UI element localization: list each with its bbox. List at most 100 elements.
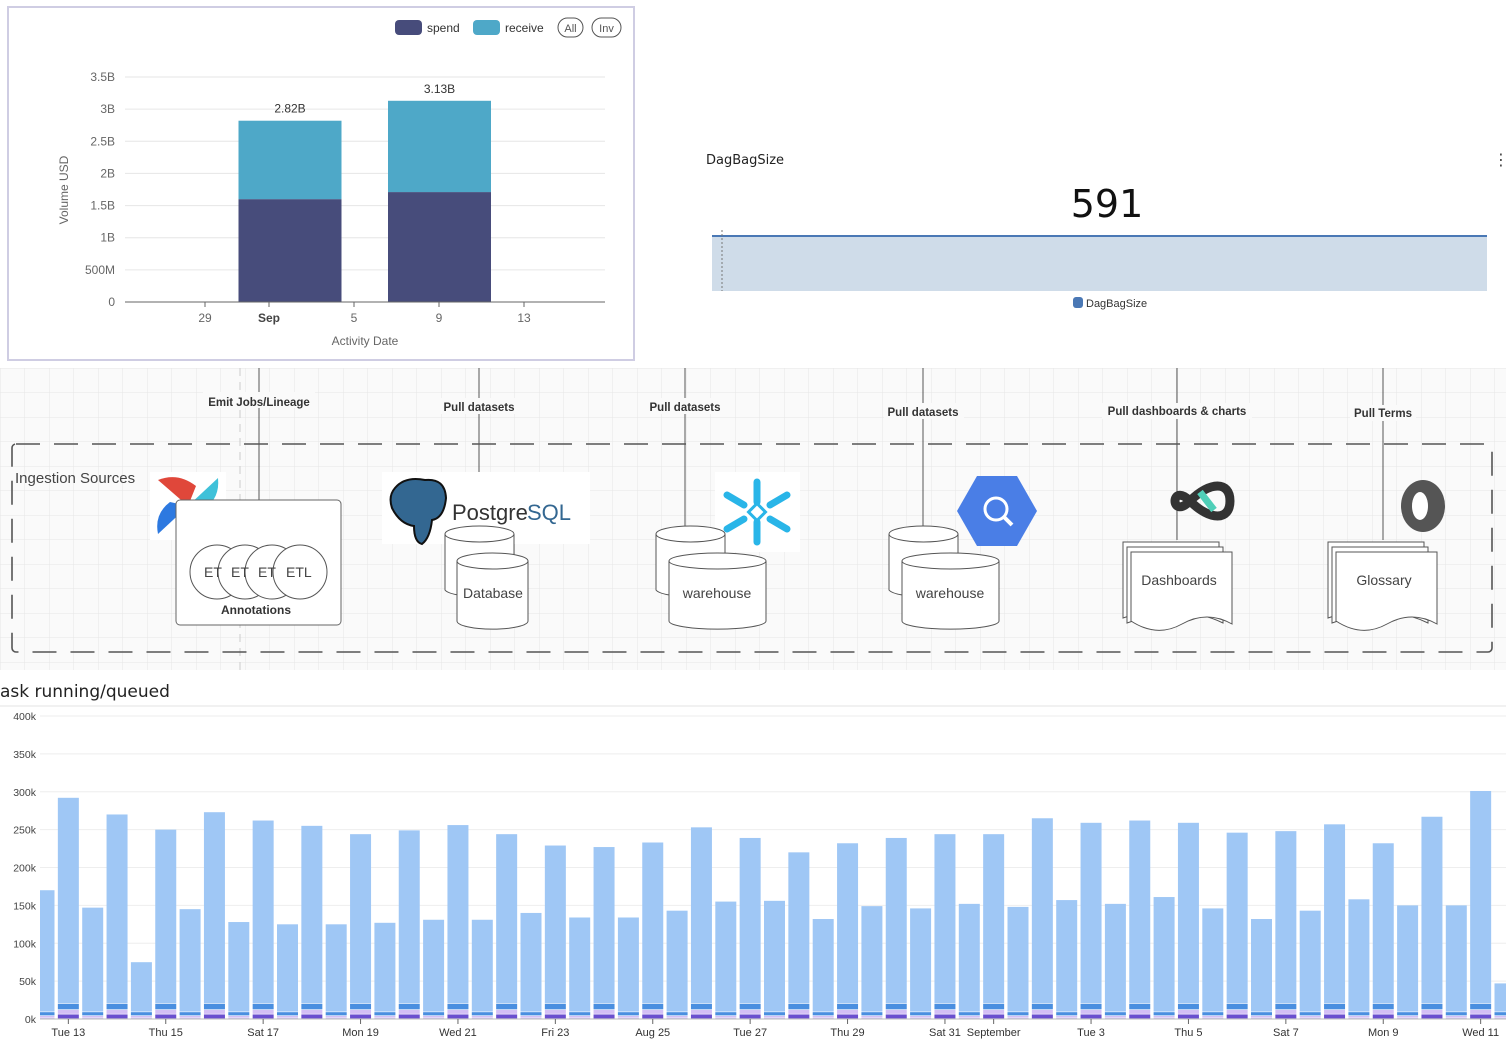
warehouse-node[interactable]: warehouse — [655, 525, 767, 630]
task-bar-segment — [301, 1014, 323, 1019]
task-bar-segment — [40, 890, 55, 1012]
task-bar-segment — [1348, 1012, 1370, 1016]
task-bar-segment — [1202, 908, 1224, 1012]
task-bar-segment — [885, 1009, 907, 1014]
task-bar-segment — [837, 1003, 859, 1010]
task-bar-segment — [1129, 820, 1151, 1004]
x-tick-label: Sat 7 — [1273, 1027, 1299, 1039]
task-bar-segment — [1445, 905, 1467, 1012]
more-vertical-icon[interactable]: ⋮ — [1493, 150, 1506, 169]
task-bar-segment — [1056, 1015, 1078, 1018]
all-button[interactable]: All — [557, 17, 584, 38]
task-bar-segment — [837, 1009, 859, 1014]
all-button-label: All — [564, 23, 576, 35]
inv-button[interactable]: Inv — [591, 17, 622, 38]
task-bar-segment — [1080, 1009, 1102, 1014]
task-bar-segment — [203, 1003, 225, 1010]
task-bar-segment — [350, 1014, 372, 1019]
task-bar-segment — [690, 1009, 712, 1014]
glossary-ring-icon — [1401, 480, 1445, 532]
annotations-node[interactable]: ET ET ET ETL Annotations — [175, 499, 342, 626]
task-bar-segment — [1445, 1015, 1467, 1018]
x-tick-label: Tue 3 — [1077, 1027, 1105, 1039]
task-bar-segment — [471, 1012, 493, 1016]
task-bar-segment — [155, 1014, 177, 1019]
x-tick-label: Thu 5 — [1174, 1027, 1202, 1039]
y-tick-label: 150k — [13, 900, 37, 912]
task-bar-segment — [179, 1012, 201, 1016]
task-bar-segment — [715, 901, 737, 1012]
task-bar-segment — [1153, 897, 1175, 1012]
x-tick-label: Sat 17 — [247, 1027, 279, 1039]
legend-label-spend[interactable]: spend — [427, 21, 460, 35]
dag-legend-label[interactable]: DagBagSize — [1086, 298, 1147, 310]
task-bar-segment — [617, 1015, 639, 1018]
task-bar-segment — [57, 1009, 79, 1014]
postgres-text-b: SQL — [527, 500, 571, 525]
task-bar-segment — [1080, 822, 1102, 1004]
task-bar-segment — [958, 903, 980, 1012]
glossary-node[interactable]: Glossary — [1327, 541, 1438, 631]
task-bar-segment — [1104, 1015, 1126, 1018]
task-bar-segment — [106, 1009, 128, 1014]
task-bar-segment — [130, 1015, 152, 1018]
task-bar-segment — [447, 825, 469, 1004]
legend-swatch-receive — [473, 20, 500, 35]
task-bar-segment — [885, 1003, 907, 1010]
task-bar-segment — [1177, 1014, 1199, 1019]
dag-legend-swatch — [1073, 297, 1083, 308]
warehouse-node[interactable]: warehouse — [888, 525, 1000, 630]
task-bar-segment — [617, 1012, 639, 1016]
etl-label: ET — [231, 564, 249, 580]
database-label: Database — [463, 585, 523, 601]
task-bar-segment — [57, 797, 79, 1004]
task-bar-segment — [788, 1014, 810, 1019]
legend-label-receive[interactable]: receive — [505, 21, 544, 35]
task-bar-segment — [934, 1014, 956, 1019]
dashboards-node[interactable]: Dashboards — [1122, 541, 1233, 631]
task-bar-segment — [496, 834, 518, 1004]
y-tick-label: 3B — [100, 102, 115, 116]
task-bar-segment — [544, 1009, 566, 1014]
task-bar-segment — [1299, 1012, 1321, 1016]
task-chart-title: ask running/queued — [0, 682, 170, 702]
task-bar-segment — [1153, 1012, 1175, 1016]
task-bar-segment — [447, 1009, 469, 1014]
task-bar-segment — [1372, 1014, 1394, 1019]
y-tick-label: 250k — [13, 825, 37, 837]
y-tick-label: 50k — [19, 976, 37, 988]
task-bar-segment — [544, 1014, 566, 1019]
edge-label: Emit Jobs/Lineage — [208, 397, 310, 409]
bigquery-logo-icon — [957, 476, 1037, 546]
task-bar-segment — [1494, 983, 1506, 1012]
task-bar-segment — [1445, 1012, 1467, 1016]
task-bar-segment — [520, 1015, 542, 1018]
task-bar-segment — [82, 1015, 104, 1018]
task-bar-segment — [1226, 1009, 1248, 1014]
database-node[interactable]: Database — [444, 525, 529, 630]
task-bar-segment — [1031, 1014, 1053, 1019]
task-bar-segment — [1177, 1003, 1199, 1010]
task-bar-segment — [496, 1014, 518, 1019]
task-bar-segment — [1031, 1003, 1053, 1010]
postgres-text-a: Postgre — [452, 500, 528, 525]
task-bar-segment — [666, 1015, 688, 1018]
task-bar-segment — [739, 1003, 761, 1010]
task-bar-segment — [1129, 1003, 1151, 1010]
bar-receive — [238, 120, 342, 200]
task-bar-segment — [1251, 919, 1272, 1012]
legend[interactable]: spend receive All Inv — [395, 17, 622, 38]
task-bar-segment — [106, 814, 128, 1004]
task-bar-segment — [252, 1003, 274, 1010]
etl-label: ETL — [286, 564, 312, 580]
task-bar-segment — [788, 852, 810, 1004]
task-bar-segment — [1421, 1014, 1443, 1019]
task-bar-segment — [1470, 1003, 1492, 1010]
y-tick-label: 400k — [13, 711, 37, 723]
y-tick-label: 500M — [85, 263, 115, 277]
task-bar-segment — [666, 1012, 688, 1016]
x-axis-title: Activity Date — [332, 334, 399, 348]
x-tick-label: Tue 13 — [51, 1027, 85, 1039]
task-bar-segment — [1153, 1015, 1175, 1018]
task-bar-segment — [593, 1003, 615, 1010]
